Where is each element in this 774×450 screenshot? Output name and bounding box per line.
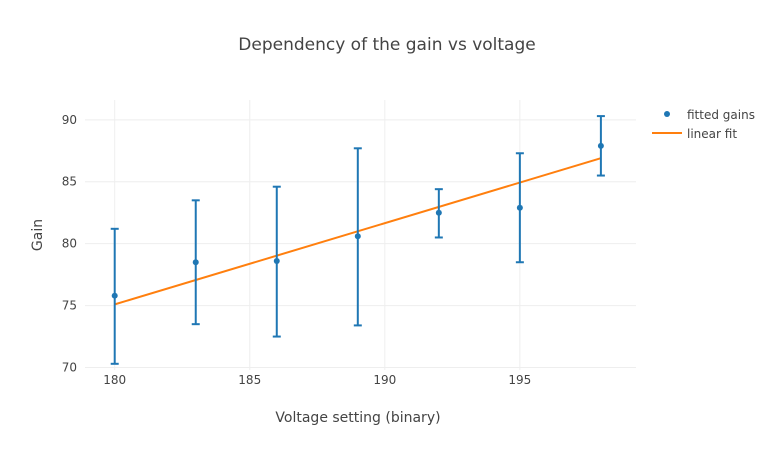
data-point [597,142,604,149]
y-tick-label: 90 [62,113,77,127]
y-gridlines [85,119,636,369]
x-gridlines [114,100,521,370]
data-point [354,233,361,240]
x-tick-labels: 180 185 190 195 [103,373,531,387]
x-tick-label: 180 [103,373,126,387]
data-point [192,259,199,266]
data-point [273,258,280,265]
y-axis-title: Gain [30,219,46,251]
y-tick-label: 70 [62,361,77,375]
data-point [516,204,523,211]
x-tick-label: 185 [238,373,261,387]
legend-label-linear-fit: linear fit [687,127,737,141]
y-tick-label: 85 [62,175,77,189]
fitted-gains-errorbars [110,115,605,365]
legend-item-fitted-gains[interactable]: fitted gains [664,108,755,122]
x-tick-label: 190 [373,373,396,387]
legend-label-fitted-gains: fitted gains [687,108,755,122]
legend[interactable]: fitted gains linear fit [652,108,755,141]
x-tick-label: 195 [508,373,531,387]
legend-marker-fitted-gains [664,111,670,117]
y-tick-labels: 70 75 80 85 90 [62,113,77,375]
y-tick-label: 80 [62,237,77,251]
data-point [111,292,118,299]
x-axis-title: Voltage setting (binary) [275,410,440,426]
fitted-gains-series [111,142,604,299]
data-point [435,209,442,216]
y-tick-label: 75 [62,299,77,313]
legend-item-linear-fit[interactable]: linear fit [652,127,737,141]
chart-title: Dependency of the gain vs voltage [238,35,535,55]
